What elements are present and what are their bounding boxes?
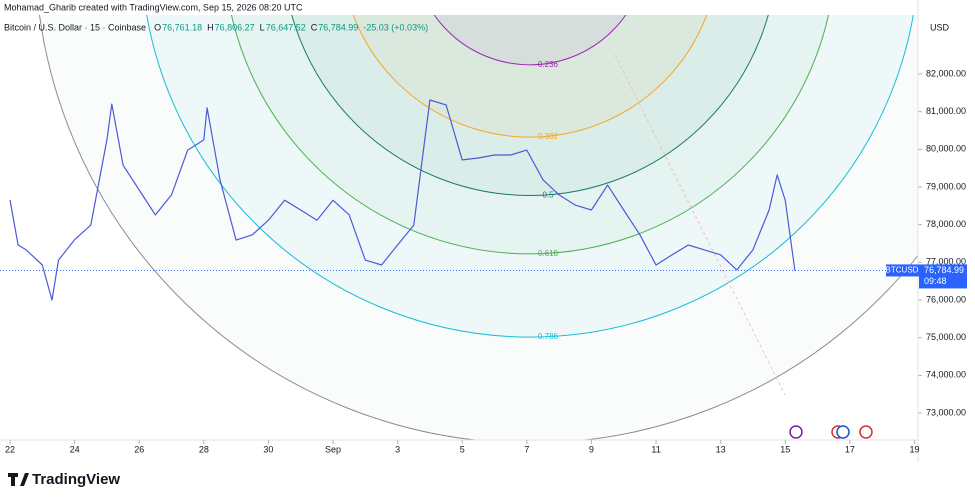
fib-arc bbox=[352, 15, 708, 138]
x-tick-label: 17 bbox=[845, 444, 855, 454]
header: Mohamad_Gharib created with TradingView.… bbox=[4, 2, 303, 12]
y-tick-label: 75,000.00 bbox=[926, 332, 966, 342]
price-label: 76,784.99 bbox=[924, 265, 964, 275]
y-tick-label: 73,000.00 bbox=[926, 407, 966, 417]
y-tick-label: 78,000.00 bbox=[926, 219, 966, 229]
x-tick-label: 5 bbox=[460, 444, 465, 454]
ohlc-key: H bbox=[207, 22, 214, 32]
fib-label: 0.786 bbox=[538, 332, 559, 341]
x-tick-label: 24 bbox=[70, 444, 80, 454]
ohlc-key: O bbox=[154, 22, 161, 32]
brand: TradingView bbox=[8, 471, 120, 488]
x-tick-label: 22 bbox=[5, 444, 15, 454]
x-tick-label: 15 bbox=[780, 444, 790, 454]
fib-arc bbox=[291, 15, 769, 196]
price-layer bbox=[9, 99, 796, 301]
fib-arc bbox=[39, 15, 918, 440]
currency: USD bbox=[930, 22, 950, 32]
x-tick-label: 3 bbox=[395, 444, 400, 454]
ticker: BTCUSD bbox=[886, 266, 919, 275]
x-tick-label: Sep bbox=[325, 444, 341, 454]
fib-label: 0.236 bbox=[538, 60, 559, 69]
price-line bbox=[9, 99, 796, 301]
ohlc-value: 76,806.27 bbox=[215, 22, 255, 32]
ohlc-value: 76,784.99 bbox=[318, 22, 358, 32]
fib-arcs: 0.236 0.382 0.5 0.618 0.786 bbox=[39, 15, 918, 440]
x-tick-label: 28 bbox=[199, 444, 209, 454]
ticker-box bbox=[886, 264, 919, 277]
ohlc-key: L bbox=[260, 22, 265, 32]
x-tick-label: 9 bbox=[589, 444, 594, 454]
event-icons bbox=[789, 425, 873, 439]
x-tick-label: 11 bbox=[651, 444, 660, 454]
fib-label: 0.382 bbox=[538, 132, 559, 141]
fib-arc bbox=[433, 15, 627, 66]
x-tick-label: 19 bbox=[909, 444, 919, 454]
ohlc-value: 76,761.18 bbox=[162, 22, 202, 32]
y-tick-label: 81,000.00 bbox=[926, 106, 966, 116]
price-box bbox=[919, 264, 967, 289]
symbol: Bitcoin / U.S. Dollar · 15 · Coinbase bbox=[4, 22, 146, 32]
y-tick-label: 80,000.00 bbox=[926, 144, 966, 154]
y-tick-label: 74,000.00 bbox=[926, 370, 966, 380]
y-tick-label: 82,000.00 bbox=[926, 68, 966, 78]
x-tick-label: 26 bbox=[134, 444, 144, 454]
ohlc-key: C bbox=[311, 22, 318, 32]
countdown: 09:48 bbox=[924, 276, 947, 286]
fib-arc bbox=[231, 15, 829, 255]
fib-label: 0.5 bbox=[542, 191, 554, 200]
fib-label: 0.618 bbox=[538, 249, 559, 258]
y-tick-label: 79,000.00 bbox=[926, 181, 966, 191]
x-tick-label: 7 bbox=[524, 444, 529, 454]
x-tick-label: 30 bbox=[263, 444, 273, 454]
brand-text: TradingView bbox=[32, 471, 120, 488]
y-tick-label: 76,000.00 bbox=[926, 294, 966, 304]
ohlc-value: 76,647.52 bbox=[266, 22, 306, 32]
x-tick-label: 13 bbox=[716, 444, 726, 454]
y-tick-label: 77,000.00 bbox=[926, 257, 966, 267]
change: -25.03 (+0.03%) bbox=[363, 22, 428, 32]
